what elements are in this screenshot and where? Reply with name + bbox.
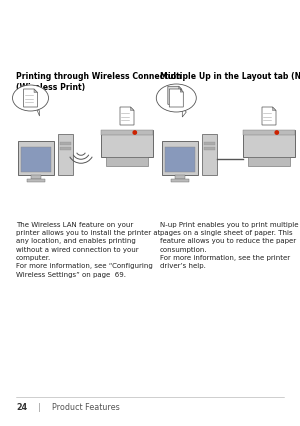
Polygon shape	[182, 108, 186, 117]
Circle shape	[275, 131, 278, 134]
Bar	[202, 134, 217, 175]
Bar	[162, 141, 198, 175]
Bar	[101, 130, 153, 135]
Bar	[27, 179, 45, 181]
Bar	[18, 141, 54, 175]
Text: Printing through Wireless Connection
(Wireless Print): Printing through Wireless Connection (Wi…	[16, 72, 182, 92]
Polygon shape	[180, 89, 183, 92]
Bar	[21, 147, 51, 172]
Text: The Wireless LAN feature on your
printer allows you to install the printer at
an: The Wireless LAN feature on your printer…	[16, 222, 161, 277]
Ellipse shape	[13, 85, 49, 111]
Polygon shape	[34, 89, 38, 92]
Bar	[58, 134, 73, 175]
Bar	[175, 175, 185, 179]
Bar	[248, 157, 290, 166]
Polygon shape	[130, 107, 134, 110]
Text: |: |	[38, 403, 40, 412]
Bar	[31, 175, 41, 179]
Polygon shape	[262, 107, 276, 125]
Polygon shape	[169, 89, 183, 107]
Bar	[106, 157, 148, 166]
Text: Multiple Up in the Layout tab (N-up Print): Multiple Up in the Layout tab (N-up Prin…	[160, 72, 300, 81]
Bar	[243, 130, 295, 157]
Text: N-up Print enables you to print multiple
pages on a single sheet of paper. This
: N-up Print enables you to print multiple…	[160, 222, 298, 269]
Polygon shape	[23, 89, 38, 107]
Circle shape	[133, 131, 136, 134]
Bar	[101, 130, 153, 157]
Polygon shape	[36, 107, 40, 116]
Bar	[165, 147, 195, 172]
Bar	[204, 147, 215, 150]
Bar	[243, 130, 295, 135]
Text: 24: 24	[16, 403, 27, 412]
Bar	[171, 179, 189, 181]
Text: Product Features: Product Features	[52, 403, 120, 412]
Bar	[60, 142, 71, 145]
Polygon shape	[120, 107, 134, 125]
Bar	[60, 147, 71, 150]
Ellipse shape	[156, 84, 196, 112]
Bar	[204, 142, 215, 145]
Polygon shape	[179, 86, 182, 89]
Polygon shape	[168, 86, 182, 104]
Polygon shape	[272, 107, 276, 110]
